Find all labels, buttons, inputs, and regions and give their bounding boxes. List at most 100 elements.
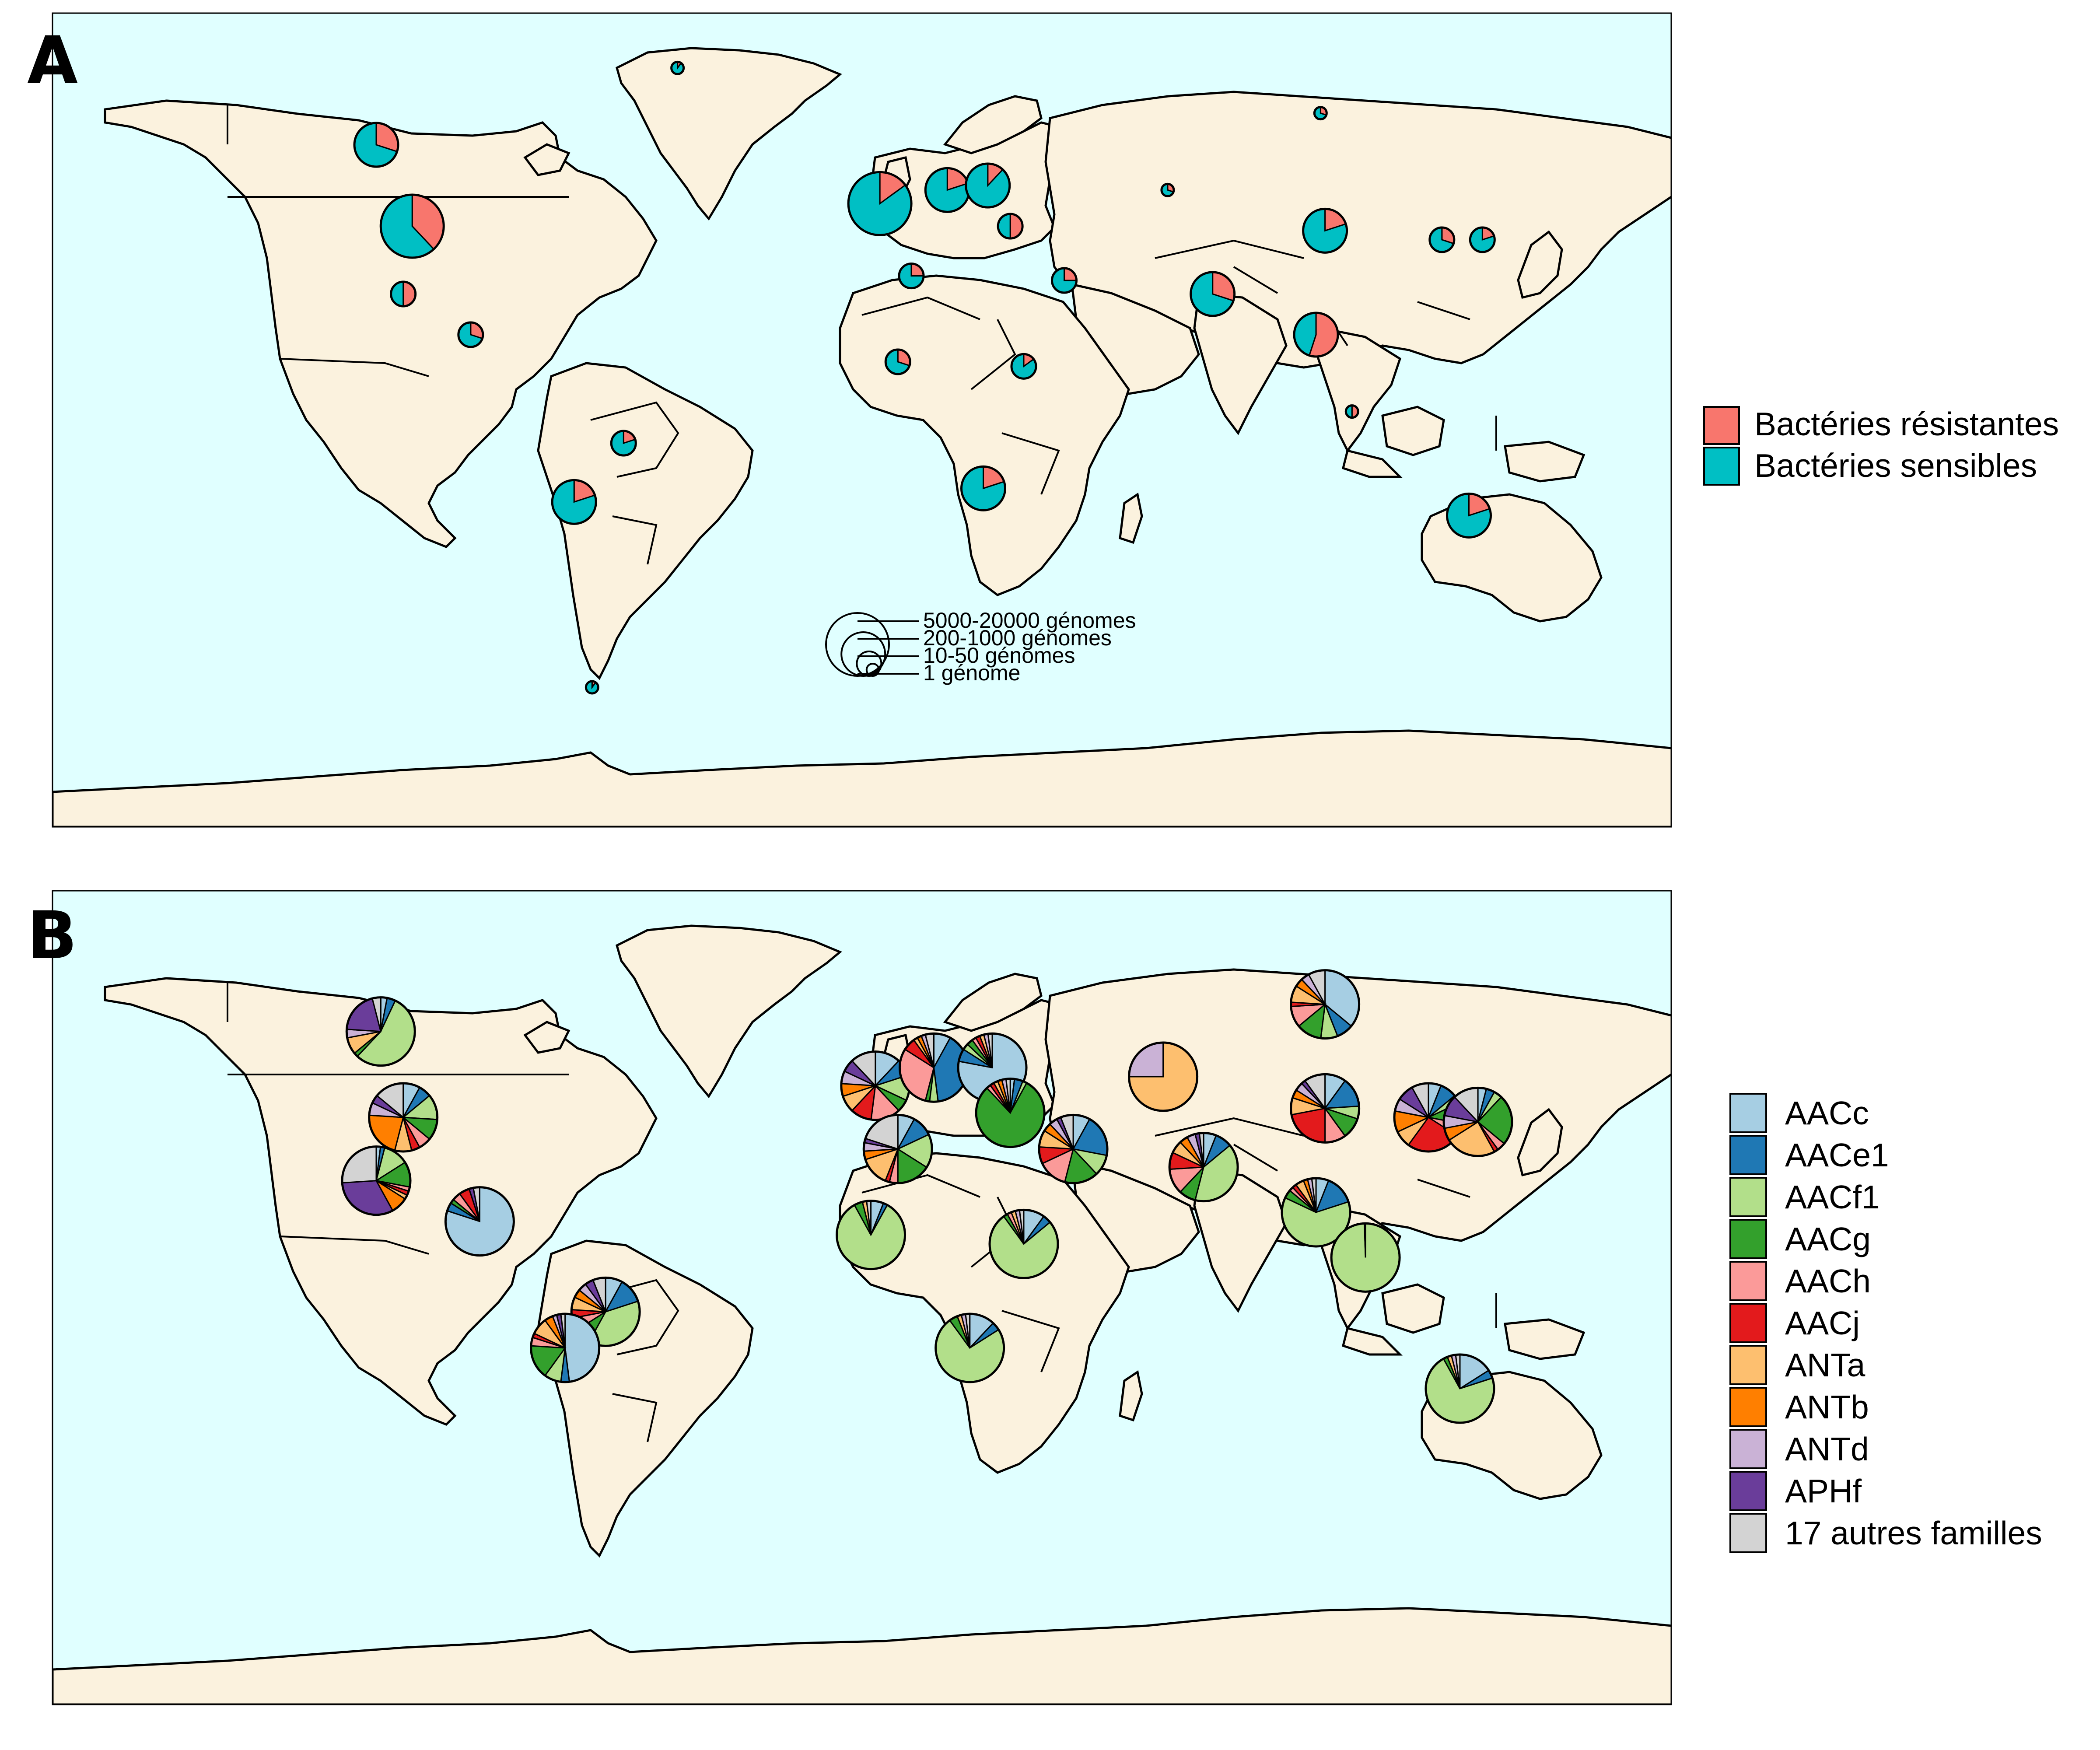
pie-outline-a-korea bbox=[1428, 226, 1456, 253]
pie-a-maritime-se-asia bbox=[1344, 404, 1359, 419]
pie-outline-b-turkey-caucasus bbox=[975, 1078, 1046, 1148]
pie-a-japan bbox=[1469, 226, 1496, 253]
pie-b-brazil bbox=[570, 1276, 641, 1347]
pie-a-usa bbox=[379, 193, 445, 259]
pie-b-indochina bbox=[1281, 1177, 1351, 1248]
legend-b-label-7: ANTb bbox=[1785, 1389, 1869, 1425]
legend-a-swatch-resistant bbox=[1703, 406, 1740, 445]
pie-outline-b-east-africa bbox=[988, 1208, 1059, 1279]
pies-b bbox=[341, 969, 1513, 1424]
pie-b-southern-africa bbox=[934, 1312, 1005, 1383]
legend-b-swatch-4 bbox=[1729, 1261, 1767, 1301]
panel-b: B AACc AACe1 AACf1 AACg AACh AACj ANTa ANTb ANTd… bbox=[27, 890, 2042, 1705]
pie-a-korea bbox=[1428, 226, 1456, 253]
pie-b-north-africa bbox=[862, 1113, 933, 1184]
pie-outline-a-western-europe bbox=[847, 171, 913, 236]
legend-b-label-8: ANTd bbox=[1785, 1431, 1869, 1467]
pie-outline-a-eastern-europe bbox=[965, 162, 1011, 209]
pie-outline-a-usa bbox=[379, 193, 445, 259]
pie-outline-a-maritime-se-asia bbox=[1344, 404, 1359, 419]
pie-outline-b-canada bbox=[345, 996, 416, 1067]
size-legend-circles bbox=[825, 612, 919, 677]
pie-b-japan bbox=[1442, 1086, 1513, 1157]
legend-b-label-0: AACc bbox=[1785, 1095, 1869, 1131]
pie-outline-b-usa bbox=[368, 1082, 439, 1153]
pie-outline-a-canada bbox=[353, 122, 399, 168]
pie-outline-a-japan bbox=[1469, 226, 1496, 253]
size-legend-label-2: 200-1000 génomes bbox=[923, 626, 1112, 650]
pie-a-middle-east bbox=[1051, 267, 1078, 294]
size-legend-label-1: 5000-20000 génomes bbox=[923, 608, 1136, 633]
pie-b-russia bbox=[1290, 969, 1361, 1040]
pie-outline-a-south-asia bbox=[1190, 271, 1236, 317]
legend-a-label-sensitive: Bactéries sensibles bbox=[1754, 447, 2037, 484]
pie-b-west-africa bbox=[836, 1200, 906, 1270]
pie-a-eastern-europe bbox=[965, 162, 1011, 209]
borders-a bbox=[227, 105, 1497, 565]
size-legend-circle-4 bbox=[865, 663, 880, 677]
pie-outline-a-greenland bbox=[670, 60, 685, 75]
legend-b-swatch-3 bbox=[1729, 1219, 1767, 1259]
pie-a-australia bbox=[1446, 492, 1492, 539]
pie-b-central-america bbox=[444, 1186, 515, 1257]
pie-b-andes bbox=[530, 1312, 601, 1383]
pie-a-south-cone bbox=[551, 479, 597, 525]
pie-outline-b-central-asia bbox=[1128, 1041, 1199, 1112]
legend-b-label-9: APHf bbox=[1785, 1473, 1862, 1509]
pie-b-mexico bbox=[341, 1145, 412, 1216]
pie-outline-a-turkey bbox=[997, 213, 1024, 240]
pie-b-east-africa bbox=[988, 1208, 1059, 1279]
pie-b-australia bbox=[1424, 1353, 1495, 1424]
pie-a-southern-africa bbox=[960, 465, 1006, 511]
pie-outline-a-russia bbox=[1313, 106, 1328, 121]
pie-outline-a-australia bbox=[1446, 492, 1492, 539]
legend-b-swatch-1 bbox=[1729, 1135, 1767, 1175]
legend-b-swatch-7 bbox=[1729, 1387, 1767, 1427]
pie-a-antarctica bbox=[584, 680, 599, 695]
legend-b-swatch-8 bbox=[1729, 1429, 1767, 1469]
pie-b-central-asia bbox=[1128, 1041, 1199, 1112]
pie-b-canada bbox=[345, 996, 416, 1067]
pie-b-usa bbox=[368, 1082, 439, 1153]
pie-outline-a-mexico bbox=[390, 280, 417, 308]
panel-a: A 5000-20000 génomes 200-1000 génomes 10… bbox=[27, 12, 2059, 828]
pie-b-south-asia bbox=[1168, 1132, 1239, 1203]
pie-a-east-africa bbox=[1010, 353, 1037, 380]
pie-outline-a-west-africa bbox=[884, 348, 911, 375]
pie-outline-b-china bbox=[1290, 1073, 1361, 1144]
pie-outline-a-north-africa bbox=[898, 262, 925, 290]
pie-outline-b-australia bbox=[1424, 1353, 1495, 1424]
panel-letter-b: B bbox=[27, 898, 77, 974]
pie-a-central-europe bbox=[924, 167, 970, 213]
size-legend-circle-3 bbox=[856, 651, 882, 677]
legend-b-label-5: AACj bbox=[1785, 1305, 1860, 1341]
pie-outline-b-west-africa bbox=[836, 1200, 906, 1270]
size-legend-label-4: 1 génome bbox=[923, 661, 1020, 685]
panel-letter-a: A bbox=[27, 23, 78, 99]
legend-a: Bactéries résistantes Bactéries sensible… bbox=[1703, 406, 2059, 486]
pie-outline-b-maritime-se-asia bbox=[1330, 1222, 1401, 1293]
pie-outline-a-southeast-asia bbox=[1293, 312, 1339, 358]
pie-outline-b-brazil bbox=[570, 1276, 641, 1347]
size-legend-circle-2 bbox=[840, 631, 886, 677]
pie-a-central-america bbox=[457, 321, 484, 348]
pie-outline-b-indochina bbox=[1281, 1177, 1351, 1248]
pie-a-north-africa bbox=[898, 262, 925, 290]
legend-b-swatch-2 bbox=[1729, 1177, 1767, 1217]
pie-outline-a-central-asia bbox=[1160, 182, 1175, 197]
pie-b-middle-east bbox=[1038, 1113, 1109, 1184]
size-legend-label-3: 10-50 génomes bbox=[923, 643, 1075, 668]
pie-a-western-europe bbox=[847, 171, 913, 236]
pie-outline-b-andes bbox=[530, 1312, 601, 1383]
pie-a-turkey bbox=[997, 213, 1024, 240]
pie-b-turkey-caucasus bbox=[975, 1078, 1046, 1148]
pies-a bbox=[353, 60, 1496, 695]
pie-outline-b-russia bbox=[1290, 969, 1361, 1040]
legend-b-swatch-10 bbox=[1729, 1513, 1767, 1553]
pie-a-west-africa bbox=[884, 348, 911, 375]
pie-outline-b-middle-east bbox=[1038, 1113, 1109, 1184]
legend-b-label-4: AACh bbox=[1785, 1263, 1871, 1299]
pie-outline-b-mexico bbox=[341, 1145, 412, 1216]
pie-a-russia bbox=[1313, 106, 1328, 121]
